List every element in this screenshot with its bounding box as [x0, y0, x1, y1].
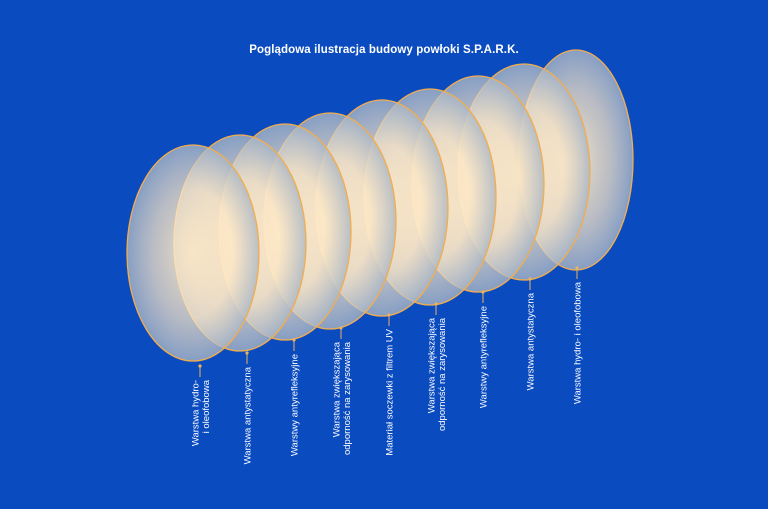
- layer-label: Warstwa hydro-i oleofobowa: [190, 379, 212, 446]
- layer-label-line: Warstwa antystatyczna: [526, 292, 537, 390]
- connector-dot: [434, 302, 438, 306]
- layer-label-line: Warstwa zwiększająca: [331, 341, 342, 437]
- connector-dot: [528, 277, 532, 281]
- layer-label: Warstwy antyrefleksyjne: [290, 354, 301, 456]
- connector-group: [198, 266, 579, 377]
- lens-stack: [126, 49, 634, 362]
- diagram-title: Poglądowa ilustracja budowy powłoki S.P.…: [249, 44, 519, 56]
- connector-dot: [481, 290, 485, 294]
- layer-label-line: Warstwy antyrefleksyjne: [290, 354, 301, 456]
- layer-label-line: Warstwa hydro-: [190, 380, 201, 446]
- lens-layer-1: [126, 144, 260, 362]
- layer-label-line: Warstwa hydro- i oleofobowa: [573, 281, 584, 404]
- layer-label-line: odporność na zarysowania: [342, 341, 353, 455]
- layer-label: Warstwa antystatyczna: [526, 292, 537, 390]
- connector-dot: [575, 266, 579, 270]
- connector-dot: [339, 326, 343, 330]
- layer-label: Warstwa zwiększającaodporność na zarysow…: [426, 317, 448, 431]
- layer-label: Warstwa hydro- i oleofobowa: [573, 281, 584, 404]
- connector-dot: [198, 364, 202, 368]
- layer-label: Warstwa zwiększającaodporność na zarysow…: [331, 341, 353, 455]
- layer-label: Warstwy antyrefleksyjne: [479, 306, 490, 408]
- layer-label: Materiał soczewki z filtrem UV: [385, 328, 396, 455]
- layer-label: Warstwa antystatyczna: [243, 366, 254, 464]
- layer-label-line: Warstwy antyrefleksyjne: [479, 306, 490, 408]
- layer-label-line: odporność na zarysowania: [437, 317, 448, 431]
- connector-dot: [292, 338, 296, 342]
- layer-label-line: i oleofobowa: [201, 379, 212, 433]
- connector-dot: [245, 351, 249, 355]
- layer-label-line: Warstwa zwiększająca: [426, 317, 437, 413]
- connector-dot: [387, 313, 391, 317]
- layer-label-line: Warstwa antystatyczna: [243, 366, 254, 464]
- layer-label-line: Materiał soczewki z filtrem UV: [385, 328, 396, 455]
- label-group: Warstwa hydro-i oleofobowa Warstwa antyst…: [190, 281, 583, 464]
